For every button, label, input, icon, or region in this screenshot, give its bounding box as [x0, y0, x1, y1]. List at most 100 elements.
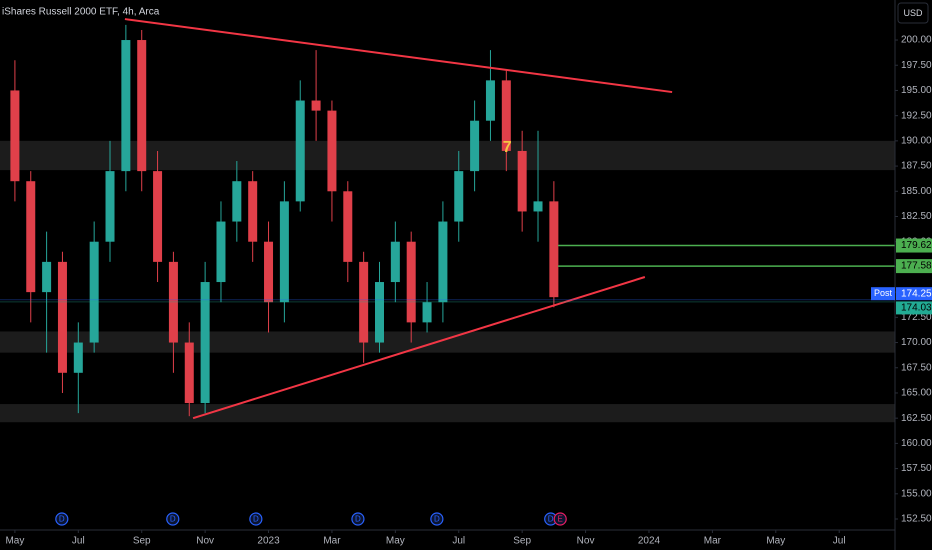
candle-body [121, 40, 131, 172]
currency-label: USD [903, 8, 923, 18]
y-tick-label: 197.50 [901, 60, 932, 71]
y-tick-label: 167.50 [901, 362, 932, 373]
x-tick-label: Mar [704, 536, 722, 547]
event-marker [553, 512, 567, 526]
event-label: E [558, 515, 563, 524]
x-tick-label: Sep [133, 536, 151, 547]
candle-body [438, 221, 448, 303]
event-label: D [253, 515, 259, 524]
candle-body [42, 261, 52, 293]
level-label-bg [896, 238, 932, 253]
y-tick-label: 157.50 [901, 463, 932, 474]
y-tick-label: 200.00 [901, 35, 932, 46]
support-zone [0, 331, 895, 353]
candle-body [533, 201, 543, 212]
price-tag: Post [874, 288, 893, 298]
candle-body [153, 171, 163, 262]
candle-body [264, 241, 274, 303]
candle-body [422, 302, 432, 323]
x-tick-label: 2023 [257, 536, 280, 547]
event-marker [55, 512, 69, 526]
x-tick-label: May [5, 536, 24, 547]
x-tick-label: Nov [196, 536, 214, 547]
candle-body [501, 80, 511, 151]
y-tick-label: 165.00 [901, 388, 932, 399]
y-tick-label: 192.50 [901, 110, 932, 121]
price-label: 174.25 [901, 288, 932, 299]
y-tick-label: 190.00 [901, 136, 932, 147]
price-tag-bg [871, 287, 895, 301]
y-tick-label: 160.00 [901, 438, 932, 449]
x-tick-label: Jul [833, 536, 846, 547]
candle-body [184, 342, 194, 404]
y-tick-label: 172.50 [901, 312, 932, 323]
candle-body [517, 150, 527, 212]
y-tick-label: 162.50 [901, 413, 932, 424]
candle-body [26, 181, 36, 293]
event-marker [430, 512, 444, 526]
candle-body [105, 171, 115, 242]
candle-body [359, 261, 369, 343]
currency-button[interactable] [897, 2, 929, 24]
candle-body [454, 171, 464, 222]
y-tick-label: 185.00 [901, 186, 932, 197]
price-label-bg [896, 287, 932, 301]
plot-area: 7D D D D D D E [0, 18, 895, 526]
event-label: D [170, 515, 176, 524]
event-label: D [548, 515, 554, 524]
trendline [192, 276, 646, 420]
support-zone [0, 140, 895, 171]
trendline [124, 18, 673, 94]
candle-body [57, 261, 67, 373]
candle-body [485, 80, 495, 121]
event-label: D [355, 515, 361, 524]
event-marker [249, 512, 263, 526]
x-tick-label: Jul [72, 536, 85, 547]
y-tick-label: 182.50 [901, 211, 932, 222]
level-label: 179.62 [901, 240, 932, 251]
x-tick-label: Nov [577, 536, 595, 547]
candle-body [327, 110, 337, 192]
price-label-bg [896, 301, 932, 315]
candle-body [216, 221, 226, 283]
candle-body [343, 191, 353, 262]
candle-body [73, 342, 83, 373]
level-label-bg [896, 259, 932, 274]
candle-body [295, 100, 305, 202]
candle-body [406, 241, 416, 323]
y-tick-label: 152.50 [901, 514, 932, 525]
candle-body [549, 201, 559, 298]
y-tick-label: 187.50 [901, 161, 932, 172]
candle-body [232, 181, 242, 222]
x-tick-label: May [766, 536, 785, 547]
candle-body [470, 120, 480, 172]
x-tick-label: May [386, 536, 405, 547]
candle-body [10, 90, 20, 182]
event-marker [351, 512, 365, 526]
event-label: D [59, 515, 65, 524]
y-tick-label: 155.00 [901, 488, 932, 499]
candle-body [200, 282, 210, 404]
y-tick-label: 195.00 [901, 85, 932, 96]
event-label: D [434, 515, 440, 524]
annotation: 7 [503, 139, 512, 156]
y-tick-label: 170.00 [901, 337, 932, 348]
candle-body [279, 201, 289, 303]
candle-body [89, 241, 99, 343]
level-label: 177.58 [901, 261, 932, 272]
support-zone [0, 404, 895, 423]
chart-title: iShares Russell 2000 ETF, 4h, Arca [2, 7, 160, 18]
price-label: 174.03 [901, 303, 932, 314]
x-tick-label: Mar [323, 536, 341, 547]
x-tick-label: Sep [513, 536, 531, 547]
candle-body [137, 40, 147, 172]
candle-body [390, 241, 400, 283]
candle-body [374, 282, 384, 343]
candle-body [168, 261, 178, 343]
event-marker [166, 512, 180, 526]
x-tick-label: 2024 [638, 536, 661, 547]
x-tick-label: Jul [452, 536, 465, 547]
candle-body [311, 100, 321, 111]
